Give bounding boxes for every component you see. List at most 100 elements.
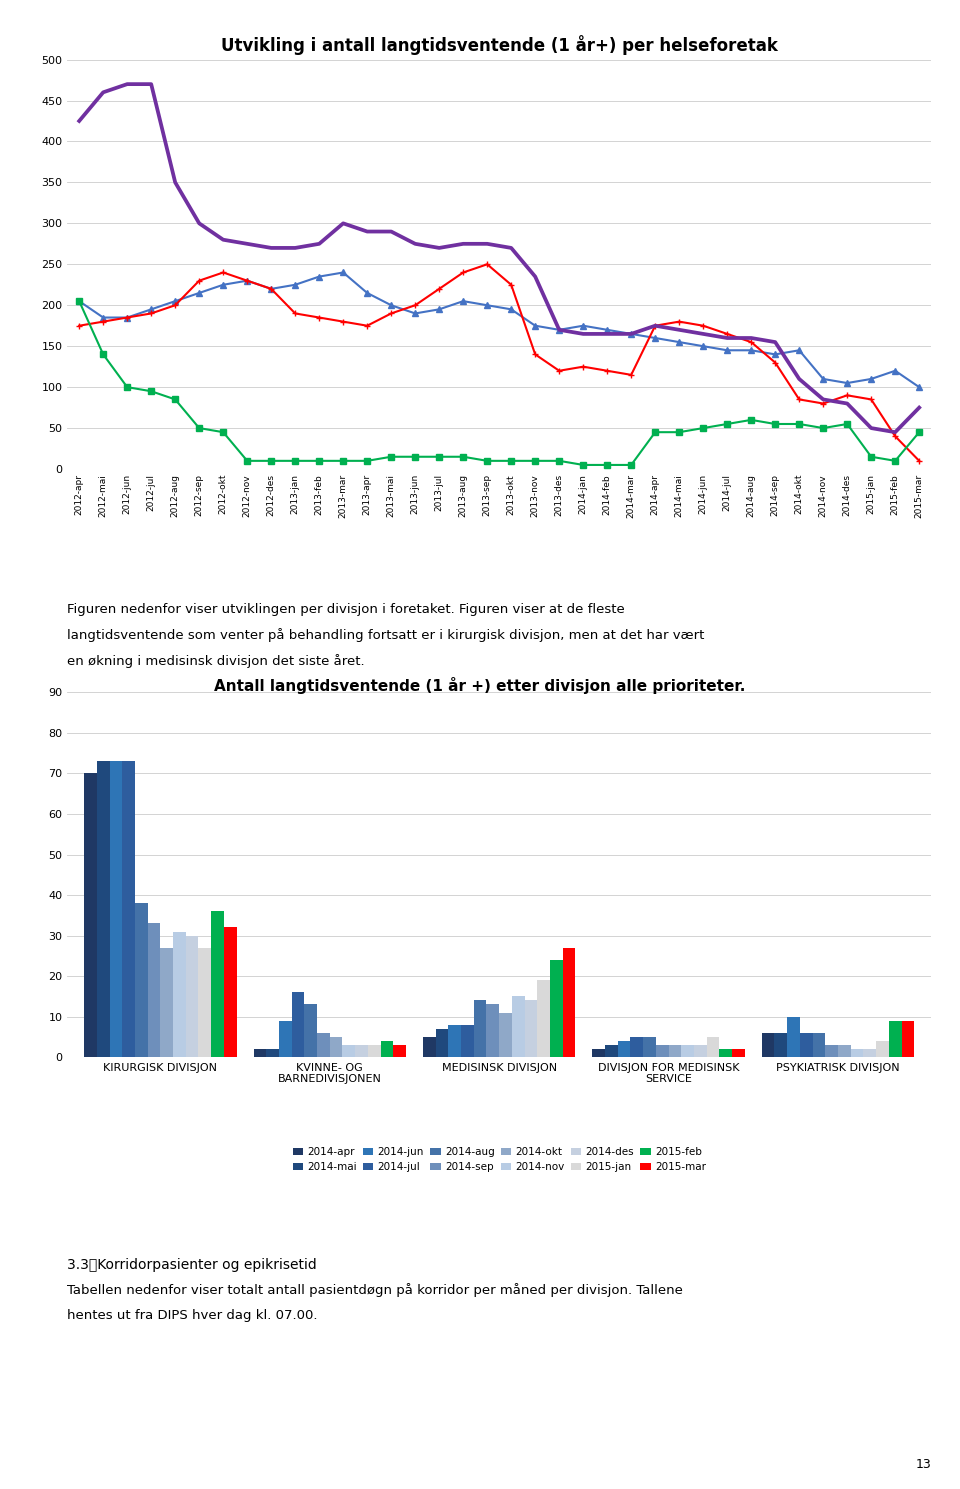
Bar bbox=[148, 923, 160, 1057]
Bar bbox=[668, 1045, 682, 1057]
Text: hentes ut fra DIPS hver dag kl. 07.00.: hentes ut fra DIPS hver dag kl. 07.00. bbox=[67, 1309, 318, 1322]
HELSE STAVANGER HF bbox=[169, 173, 180, 191]
Bar bbox=[775, 1033, 787, 1057]
HELSE FONNA HF bbox=[481, 255, 493, 272]
Bar bbox=[474, 1001, 487, 1057]
HELSE STAVANGER HF bbox=[433, 238, 444, 256]
Bar bbox=[330, 1036, 343, 1057]
Bar bbox=[211, 911, 224, 1057]
Line: HELSE BERGEN HF: HELSE BERGEN HF bbox=[77, 270, 922, 390]
HELSE STAVANGER HF bbox=[481, 235, 493, 253]
HELSE FONNA HF bbox=[745, 334, 756, 351]
HELSE BERGEN HF bbox=[145, 301, 156, 319]
Bar bbox=[499, 1013, 512, 1057]
HELSE BERGEN HF bbox=[865, 369, 876, 387]
HELSE FØRDE HF bbox=[385, 448, 396, 466]
HELSE FONNA HF bbox=[769, 353, 780, 371]
Bar bbox=[109, 761, 122, 1057]
HELSE BERGEN HF bbox=[313, 268, 324, 286]
Bar bbox=[643, 1036, 656, 1057]
HELSE FONNA HF bbox=[337, 313, 348, 331]
HELSE FONNA HF bbox=[577, 357, 588, 375]
Bar bbox=[279, 1021, 292, 1057]
HELSE BERGEN HF bbox=[745, 341, 756, 359]
HELSE FØRDE HF bbox=[169, 390, 180, 408]
Bar bbox=[368, 1045, 380, 1057]
Bar bbox=[461, 1024, 474, 1057]
HELSE STAVANGER HF bbox=[889, 423, 900, 441]
HELSE FONNA HF bbox=[73, 317, 85, 335]
HELSE BERGEN HF bbox=[217, 275, 228, 293]
Bar bbox=[487, 1005, 499, 1057]
Line: HELSE STAVANGER HF: HELSE STAVANGER HF bbox=[79, 83, 919, 432]
HELSE STAVANGER HF bbox=[626, 325, 637, 342]
HELSE FØRDE HF bbox=[913, 423, 924, 441]
Bar bbox=[538, 980, 550, 1057]
Bar bbox=[135, 904, 148, 1057]
HELSE BERGEN HF bbox=[673, 334, 684, 351]
HELSE FONNA HF bbox=[722, 325, 733, 342]
HELSE BERGEN HF bbox=[841, 374, 852, 392]
Bar bbox=[656, 1045, 668, 1057]
HELSE FØRDE HF bbox=[769, 415, 780, 433]
Bar bbox=[199, 948, 211, 1057]
Bar bbox=[605, 1045, 618, 1057]
HELSE FONNA HF bbox=[313, 308, 324, 326]
HELSE BERGEN HF bbox=[73, 292, 85, 310]
Bar bbox=[304, 1005, 317, 1057]
Bar bbox=[618, 1041, 631, 1057]
HELSE FØRDE HF bbox=[673, 423, 684, 441]
HELSE STAVANGER HF bbox=[793, 369, 804, 387]
Bar bbox=[694, 1045, 707, 1057]
Bar bbox=[863, 1050, 876, 1057]
HELSE FONNA HF bbox=[793, 390, 804, 408]
Line: HELSE FØRDE HF: HELSE FØRDE HF bbox=[77, 298, 922, 468]
HELSE FØRDE HF bbox=[121, 378, 132, 396]
Bar bbox=[173, 932, 186, 1057]
HELSE BERGEN HF bbox=[121, 308, 132, 326]
HELSE STAVANGER HF bbox=[73, 112, 85, 130]
HELSE FONNA HF bbox=[121, 308, 132, 326]
HELSE BERGEN HF bbox=[529, 317, 540, 335]
HELSE FONNA HF bbox=[457, 264, 468, 281]
HELSE FØRDE HF bbox=[457, 448, 468, 466]
HELSE STAVANGER HF bbox=[865, 418, 876, 436]
HELSE FØRDE HF bbox=[626, 456, 637, 474]
Text: Figuren nedenfor viser utviklingen per divisjon i foretaket. Figuren viser at de: Figuren nedenfor viser utviklingen per d… bbox=[67, 603, 625, 616]
HELSE STAVANGER HF bbox=[722, 329, 733, 347]
HELSE BERGEN HF bbox=[793, 341, 804, 359]
Bar bbox=[423, 1036, 436, 1057]
HELSE FØRDE HF bbox=[745, 411, 756, 429]
HELSE FØRDE HF bbox=[553, 451, 564, 469]
HELSE BERGEN HF bbox=[769, 345, 780, 363]
HELSE FONNA HF bbox=[889, 427, 900, 445]
Bar bbox=[838, 1045, 851, 1057]
HELSE STAVANGER HF bbox=[385, 222, 396, 240]
HELSE STAVANGER HF bbox=[121, 74, 132, 92]
HELSE FONNA HF bbox=[601, 362, 612, 380]
Bar bbox=[812, 1033, 826, 1057]
HELSE BERGEN HF bbox=[481, 296, 493, 314]
HELSE FØRDE HF bbox=[817, 418, 828, 436]
HELSE STAVANGER HF bbox=[313, 235, 324, 253]
HELSE STAVANGER HF bbox=[553, 320, 564, 338]
HELSE STAVANGER HF bbox=[361, 222, 372, 240]
Text: en økning i medisinsk divisjon det siste året.: en økning i medisinsk divisjon det siste… bbox=[67, 654, 365, 667]
Bar bbox=[380, 1041, 394, 1057]
HELSE STAVANGER HF bbox=[601, 325, 612, 342]
HELSE FONNA HF bbox=[649, 317, 660, 335]
Bar bbox=[317, 1033, 330, 1057]
HELSE FØRDE HF bbox=[73, 292, 85, 310]
HELSE FONNA HF bbox=[193, 271, 205, 289]
HELSE STAVANGER HF bbox=[913, 399, 924, 417]
HELSE STAVANGER HF bbox=[649, 317, 660, 335]
HELSE BERGEN HF bbox=[337, 264, 348, 281]
HELSE FONNA HF bbox=[98, 313, 109, 331]
Bar bbox=[394, 1045, 406, 1057]
HELSE FONNA HF bbox=[217, 264, 228, 281]
Bar bbox=[889, 1021, 901, 1057]
Bar bbox=[631, 1036, 643, 1057]
HELSE FØRDE HF bbox=[433, 448, 444, 466]
HELSE FONNA HF bbox=[361, 317, 372, 335]
HELSE BERGEN HF bbox=[601, 320, 612, 338]
